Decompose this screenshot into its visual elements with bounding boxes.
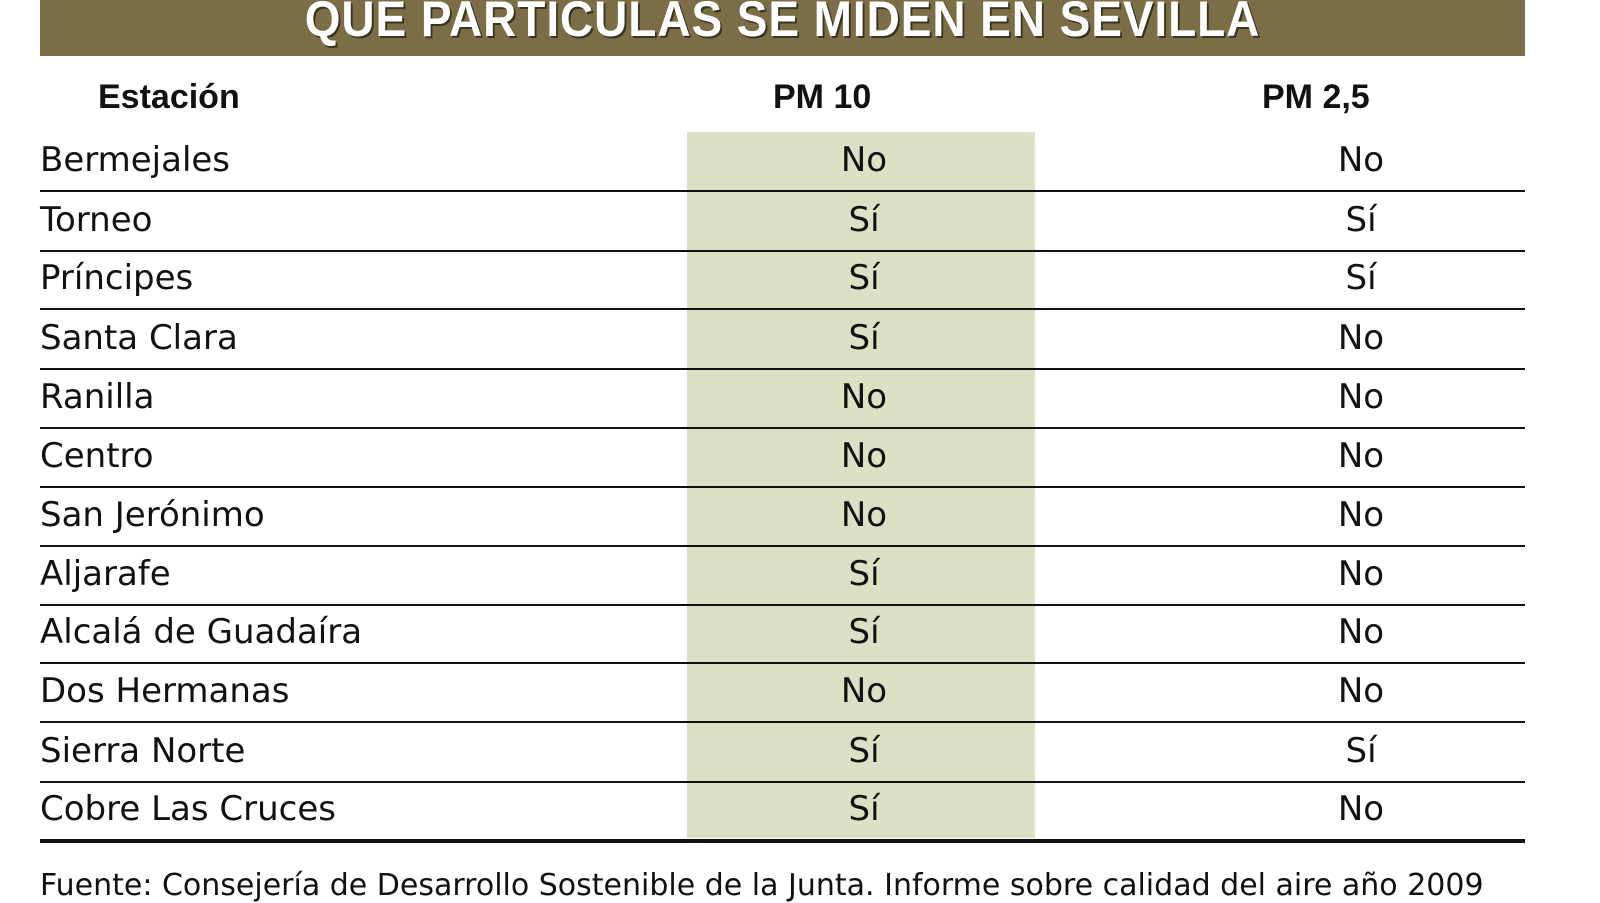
cell-pm10: No	[840, 140, 888, 180]
cell-pm25: Sí	[1345, 200, 1377, 240]
cell-pm10: Sí	[848, 200, 880, 240]
table-row: Santa Clara Sí No	[40, 310, 1525, 370]
cell-station: San Jerónimo	[40, 495, 265, 535]
table-row: Ranilla No No	[40, 369, 1525, 429]
cell-station: Príncipes	[40, 258, 194, 298]
title: QUE PARTICULAS SE MIDEN EN SEVILLA	[304, 0, 1261, 47]
cell-pm10: No	[840, 377, 888, 417]
cell-station: Santa Clara	[40, 318, 238, 358]
cell-pm25: No	[1337, 789, 1385, 829]
title-banner: QUE PARTICULAS SE MIDEN EN SEVILLA	[40, 0, 1525, 56]
cell-pm25: No	[1337, 436, 1385, 476]
cell-pm10: Sí	[848, 554, 880, 594]
cell-station: Dos Hermanas	[40, 671, 290, 711]
cell-station: Cobre Las Cruces	[40, 789, 336, 829]
cell-pm25: Sí	[1345, 731, 1377, 771]
cell-pm10: Sí	[848, 258, 880, 298]
cell-station: Sierra Norte	[40, 731, 246, 771]
cell-pm10: Sí	[848, 612, 880, 652]
cell-station: Centro	[40, 436, 154, 476]
cell-pm25: No	[1337, 318, 1385, 358]
header-pm25: PM 2,5	[1262, 78, 1370, 116]
source-footer: Fuente: Consejería de Desarrollo Sosteni…	[40, 868, 1484, 903]
cell-pm25: No	[1337, 671, 1385, 711]
cell-pm10: Sí	[848, 731, 880, 771]
table-row: Alcalá de Guadaíra Sí No	[40, 604, 1525, 664]
table-row: San Jerónimo No No	[40, 487, 1525, 547]
cell-pm25: No	[1337, 554, 1385, 594]
pm10-column-highlight	[687, 132, 1035, 838]
table-row: Bermejales No No	[40, 132, 1525, 192]
table-row: Centro No No	[40, 428, 1525, 488]
table-row: Cobre Las Cruces Sí No	[40, 781, 1525, 843]
cell-station: Bermejales	[40, 140, 231, 180]
header-station: Estación	[98, 78, 240, 116]
cell-station: Ranilla	[40, 377, 155, 417]
header-pm10: PM 10	[773, 78, 872, 116]
table-row: Dos Hermanas No No	[40, 663, 1525, 723]
cell-pm10: Sí	[848, 789, 880, 829]
table-row: Sierra Norte Sí Sí	[40, 723, 1525, 783]
cell-pm25: Sí	[1345, 258, 1377, 298]
cell-station: Aljarafe	[40, 554, 171, 594]
cell-station: Torneo	[40, 200, 153, 240]
cell-pm25: No	[1337, 140, 1385, 180]
cell-pm10: No	[840, 436, 888, 476]
table-row: Torneo Sí Sí	[40, 192, 1525, 252]
cell-pm10: No	[840, 495, 888, 535]
cell-pm10: No	[840, 671, 888, 711]
table-row: Aljarafe Sí No	[40, 546, 1525, 606]
cell-pm25: No	[1337, 612, 1385, 652]
cell-pm25: No	[1337, 495, 1385, 535]
cell-pm10: Sí	[848, 318, 880, 358]
cell-station: Alcalá de Guadaíra	[40, 612, 363, 652]
table-row: Príncipes Sí Sí	[40, 250, 1525, 310]
cell-pm25: No	[1337, 377, 1385, 417]
